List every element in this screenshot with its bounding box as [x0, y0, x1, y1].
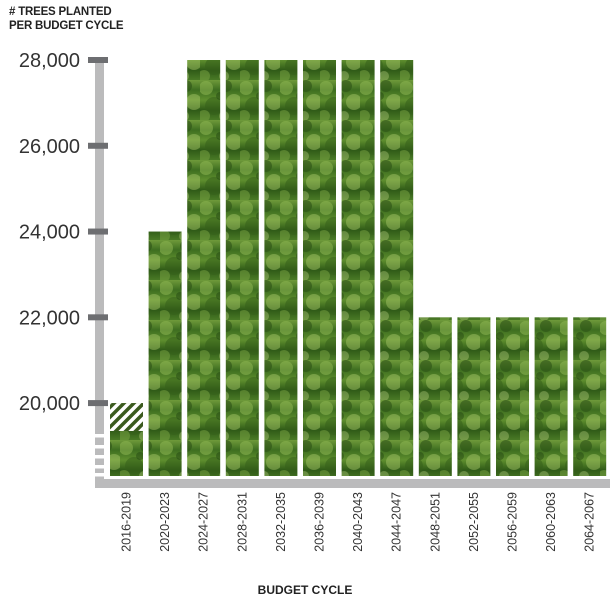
x-tick-label: 2052-2055 — [467, 492, 481, 552]
bar — [264, 60, 298, 476]
y-tick-label: 20,000 — [19, 393, 80, 415]
x-tick-label: 2032-2035 — [274, 492, 288, 552]
x-tick-label: 2064-2067 — [583, 492, 597, 552]
x-tick-label: 2056-2059 — [506, 492, 520, 552]
bar — [457, 317, 491, 476]
bar — [187, 60, 221, 476]
x-axis-line — [95, 479, 610, 488]
x-tick-label: 2024-2027 — [197, 492, 211, 552]
x-tick-label: 2028-2031 — [235, 492, 249, 552]
x-tick-label: 2016-2019 — [120, 492, 134, 552]
bar — [534, 317, 568, 476]
x-tick-label: 2060-2063 — [544, 492, 558, 552]
y-axis-line — [95, 58, 104, 488]
bar — [573, 317, 607, 476]
y-tick-mark — [88, 314, 108, 321]
bar — [380, 60, 414, 476]
y-axis-title: # TREES PLANTED PER BUDGET CYCLE — [9, 5, 124, 33]
bar — [418, 317, 452, 476]
x-axis-title: BUDGET CYCLE — [257, 583, 353, 597]
axis-break-dash — [90, 473, 104, 477]
y-axis-title-line-1: # TREES PLANTED — [9, 6, 112, 18]
y-tick-mark — [88, 400, 108, 407]
x-tick-label: 2036-2039 — [313, 492, 327, 552]
y-tick-label: 26,000 — [19, 136, 80, 158]
bar-hatched-segment — [110, 403, 143, 431]
x-tick-label: 2040-2043 — [351, 492, 365, 552]
bar — [148, 231, 182, 476]
x-tick-label: 2044-2047 — [390, 492, 404, 552]
y-axis-title-line-2: PER BUDGET CYCLE — [9, 20, 124, 32]
y-tick-mark — [88, 57, 108, 63]
axis-break-dash — [90, 465, 104, 469]
y-tick-label: 24,000 — [19, 222, 80, 244]
y-tick-mark — [88, 228, 108, 235]
x-tick-label: 2048-2051 — [428, 492, 442, 552]
x-tick-label: 2020-2023 — [158, 492, 172, 552]
bar — [225, 60, 259, 476]
bar — [341, 60, 375, 476]
axis-break-dash — [90, 455, 104, 459]
y-tick-label: 28,000 — [19, 50, 80, 72]
axis-break-dash — [90, 445, 104, 449]
axis-break-dash — [90, 434, 104, 438]
y-tick-label: 22,000 — [19, 307, 80, 329]
bar — [303, 60, 336, 476]
y-tick-mark — [88, 142, 108, 149]
bar — [496, 317, 529, 476]
